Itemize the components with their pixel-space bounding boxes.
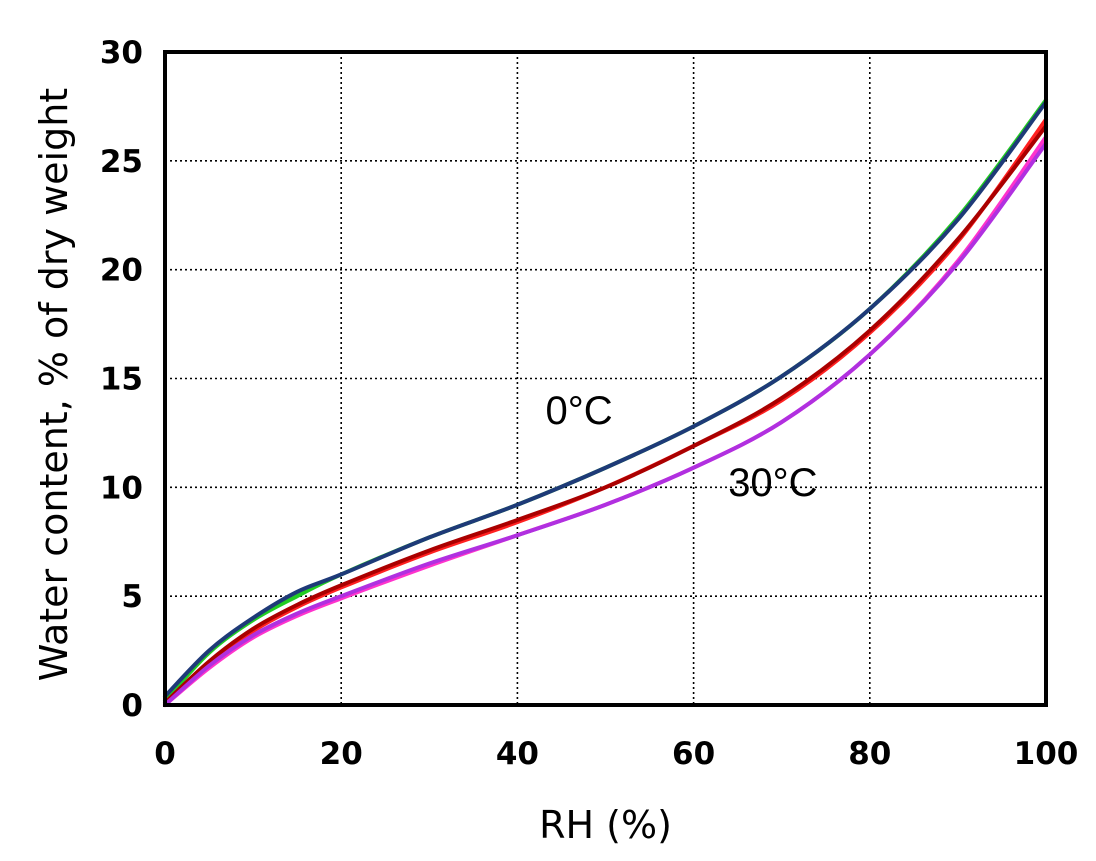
- y-tick-label: 30: [100, 35, 143, 71]
- series-line-1: [163, 100, 1048, 699]
- x-tick-label: 60: [672, 736, 715, 772]
- series-line-3: [163, 124, 1048, 705]
- y-tick-label: 5: [121, 579, 143, 615]
- series-line-5: [163, 141, 1048, 707]
- x-tick-label: 20: [320, 736, 363, 772]
- x-tick-label: 100: [1014, 736, 1079, 772]
- y-tick-label: 0: [121, 688, 143, 724]
- x-tick-label: 40: [496, 736, 539, 772]
- series-layer: [163, 97, 1048, 707]
- y-tick-label: 20: [100, 253, 143, 289]
- plot-frame: [163, 50, 1048, 707]
- x-tick-label: 80: [848, 736, 891, 772]
- y-tick-label: 25: [100, 144, 143, 180]
- x-tick-label: 0: [154, 736, 176, 772]
- annotation-label: 30°C: [728, 461, 817, 505]
- y-axis-title: Water content, % of dry weight: [32, 88, 76, 681]
- annotation-label: 0°C: [545, 389, 612, 433]
- annotations: 0°C 30°C: [545, 389, 817, 505]
- x-axis-title: RH (%): [539, 803, 672, 847]
- y-tick-label: 15: [100, 362, 143, 398]
- tick-labels: 0 20 40 60 80 100 0 5 10 15 20 25 30: [100, 35, 1079, 772]
- y-tick-label: 10: [100, 470, 143, 506]
